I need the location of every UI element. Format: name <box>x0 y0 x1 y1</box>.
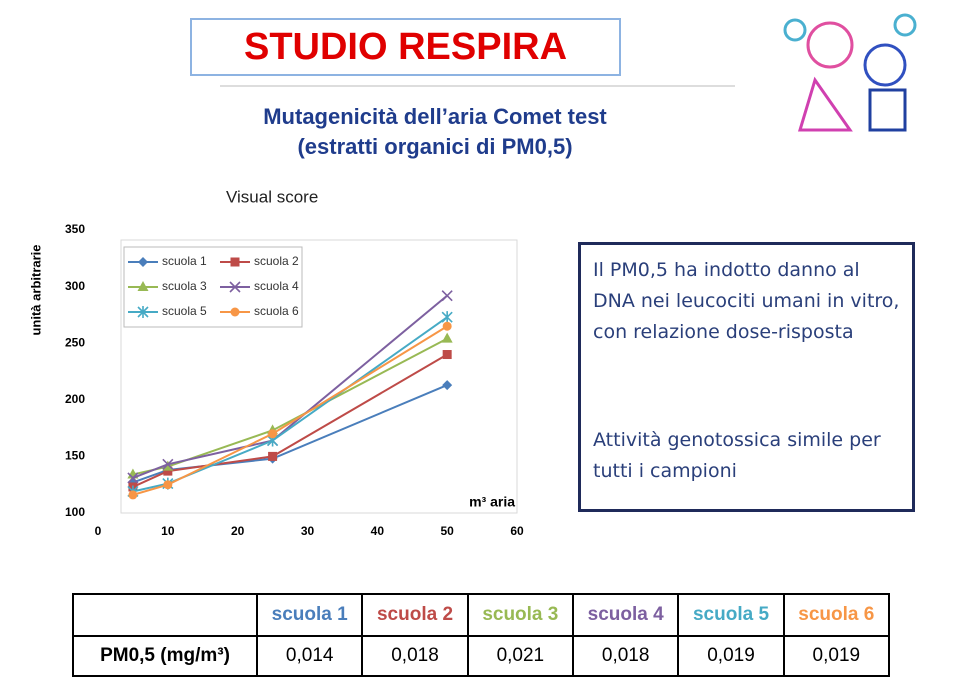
legend-marker <box>230 257 240 267</box>
table-header-cell: scuola 2 <box>361 593 469 637</box>
table-header-cell: scuola 6 <box>782 593 891 637</box>
legend-label: scuola 3 <box>162 279 207 293</box>
marker <box>163 466 173 476</box>
marker <box>441 290 453 302</box>
legend-marker <box>137 281 149 291</box>
marker <box>441 332 453 343</box>
y-tick-label: 300 <box>65 279 85 293</box>
subtitle-line: (estratti organici di PM0,5) <box>297 134 573 159</box>
table-header-cell: scuola 5 <box>677 593 785 637</box>
marker <box>442 350 452 360</box>
table-cell: 0,019 <box>677 635 785 677</box>
table-header-cell: scuola 1 <box>256 593 364 637</box>
table-cell: 0,014 <box>256 635 364 677</box>
table-header-row: scuola 1 scuola 2 scuola 3 scuola 4 scuola 5… <box>71 593 891 637</box>
x-axis-label: m³ aria <box>469 494 515 510</box>
table-row: PM0,5 (mg/m³) 0,014 0,018 0,021 0,018 0,019 0,… <box>71 635 891 677</box>
x-tick-label: 50 <box>440 524 454 538</box>
legend-marker <box>230 307 240 317</box>
table-cell: 0,018 <box>361 635 469 677</box>
y-tick-label: 150 <box>65 449 85 463</box>
legend-label: scuola 1 <box>162 254 207 268</box>
table-cell: 0,019 <box>782 635 891 677</box>
y-axis-label: unità arbitrarie <box>28 244 43 335</box>
x-tick-label: 30 <box>301 524 315 538</box>
y-tick-label: 250 <box>65 335 85 349</box>
marker <box>268 429 278 439</box>
slide-title: STUDIO RESPIRA <box>190 18 621 76</box>
legend-label: scuola 6 <box>254 304 299 318</box>
paragraph: Attività genotossica simile per tutti i … <box>593 429 881 482</box>
y-tick-label: 100 <box>65 505 85 519</box>
table-cell: 0,021 <box>466 635 575 677</box>
marker <box>268 451 278 461</box>
marker <box>441 311 453 324</box>
legend-marker <box>229 281 241 293</box>
text-box: Il PM0,5 ha indotto danno al DNA nei leu… <box>578 242 915 512</box>
marker <box>442 380 453 391</box>
series-line <box>132 384 448 484</box>
legend-label: scuola 2 <box>254 254 299 268</box>
y-tick-label: 350 <box>65 222 85 236</box>
drawing <box>783 13 917 132</box>
x-tick-label: 60 <box>510 524 524 538</box>
series-line <box>132 337 448 476</box>
x-tick-label: 20 <box>231 524 245 538</box>
x-tick-label: 40 <box>371 524 385 538</box>
table-corner <box>71 593 259 637</box>
marker <box>128 490 138 500</box>
subtitle: Mutagenicità dell’aria Comet test (estra… <box>190 102 680 162</box>
legend-marker <box>137 306 149 318</box>
subtitle-line: Mutagenicità dell’aria Comet test <box>263 104 607 129</box>
chart-title: Visual score <box>226 187 318 206</box>
table-cell: 0,018 <box>571 635 680 677</box>
paragraph: Il PM0,5 ha indotto danno al DNA nei leu… <box>593 259 900 343</box>
series-line <box>132 294 448 479</box>
table-header-cell: scuola 4 <box>571 593 680 637</box>
plot-area <box>120 239 518 514</box>
legend-label: scuola 4 <box>254 279 299 293</box>
marker <box>162 458 174 470</box>
series-line <box>132 325 448 496</box>
table-header-cell: scuola 3 <box>466 593 575 637</box>
legend-label: scuola 5 <box>162 304 207 318</box>
legend-marker <box>138 257 148 267</box>
table-cell: PM0,5 (mg/m³) <box>71 635 259 677</box>
legend-box <box>123 246 303 328</box>
marker <box>127 472 139 484</box>
y-tick-label: 200 <box>65 392 85 406</box>
marker <box>442 321 452 331</box>
table: scuola 1 scuola 2 scuola 3 scuola 4 scuola 5… <box>71 593 891 677</box>
marker <box>163 480 173 490</box>
x-tick-label: 0 <box>95 524 102 538</box>
x-tick-label: 10 <box>161 524 175 538</box>
series-line <box>132 353 448 488</box>
